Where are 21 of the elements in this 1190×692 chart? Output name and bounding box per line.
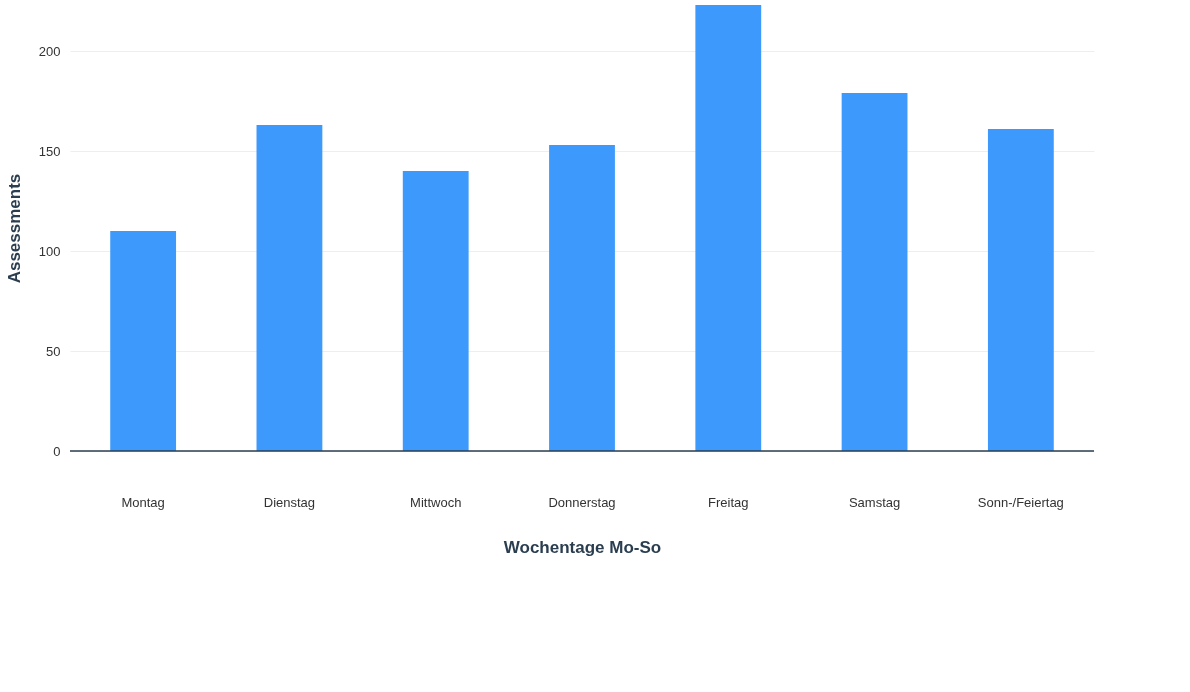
bar <box>841 93 908 451</box>
x-tick-label: Dienstag <box>263 494 316 510</box>
y-tick-label: 200 <box>38 43 61 59</box>
x-axis-title: Wochentage Mo-So <box>503 537 662 557</box>
bar <box>549 145 615 451</box>
x-tick-label: Montag <box>121 494 165 510</box>
bar <box>402 171 469 451</box>
x-tick-label: Samstag <box>848 494 901 510</box>
x-tick-label: Donnerstag <box>548 494 616 510</box>
y-tick-label: 150 <box>38 143 61 159</box>
bar <box>110 231 177 451</box>
y-tick-label: 50 <box>46 343 61 359</box>
x-tick-label: Freitag <box>708 494 749 510</box>
bar <box>695 5 762 451</box>
y-tick-label: 0 <box>53 443 61 459</box>
x-tick-label: Mittwoch <box>410 494 462 510</box>
bar <box>987 129 1054 451</box>
bar <box>256 125 323 451</box>
y-axis-title: Assessments <box>4 173 24 284</box>
y-tick-label: 100 <box>38 243 61 259</box>
x-tick-label: Sonn-/Feiertag <box>977 494 1064 510</box>
